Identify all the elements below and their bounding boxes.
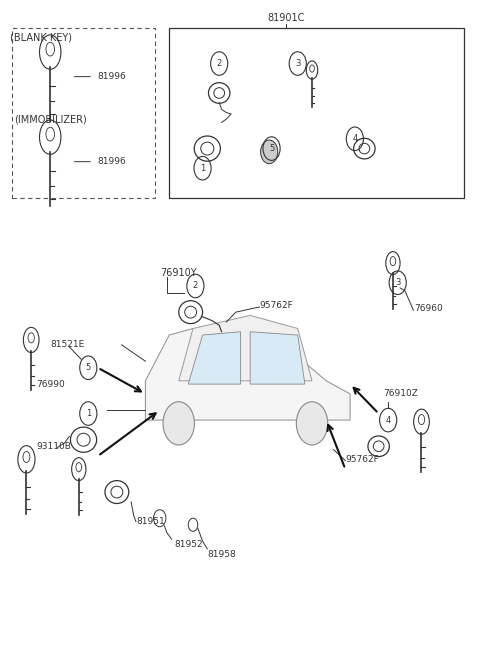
- Circle shape: [261, 140, 278, 164]
- Text: 2: 2: [216, 59, 222, 68]
- Text: 2: 2: [193, 281, 198, 290]
- Text: 1: 1: [86, 409, 91, 418]
- Text: 81996: 81996: [98, 72, 127, 81]
- Text: 1: 1: [200, 164, 205, 173]
- Polygon shape: [188, 332, 240, 384]
- Text: 81958: 81958: [207, 550, 236, 558]
- Circle shape: [296, 402, 328, 445]
- Text: 95762F: 95762F: [345, 455, 379, 464]
- Text: 76910Z: 76910Z: [384, 390, 418, 398]
- Text: 81952: 81952: [174, 540, 203, 549]
- Polygon shape: [179, 315, 312, 381]
- Text: 76960: 76960: [414, 304, 443, 313]
- Text: 4: 4: [385, 416, 391, 424]
- Text: 81521E: 81521E: [50, 340, 84, 350]
- Text: 76910Y: 76910Y: [160, 268, 196, 278]
- Text: 3: 3: [395, 278, 400, 287]
- Text: 5: 5: [86, 363, 91, 373]
- Text: 95762F: 95762F: [260, 301, 293, 310]
- Text: 81951: 81951: [136, 517, 165, 526]
- Text: 93110B: 93110B: [36, 442, 71, 451]
- Text: 81901C: 81901C: [267, 13, 304, 24]
- Text: 4: 4: [352, 134, 358, 143]
- Polygon shape: [250, 332, 305, 384]
- Circle shape: [163, 402, 194, 445]
- Text: 5: 5: [269, 144, 274, 153]
- Text: 81996: 81996: [98, 157, 127, 166]
- Text: (IMMOBILIZER): (IMMOBILIZER): [14, 114, 86, 124]
- Polygon shape: [145, 328, 350, 420]
- Text: 3: 3: [295, 59, 300, 68]
- Text: 76990: 76990: [36, 380, 65, 388]
- Text: (BLANK KEY): (BLANK KEY): [10, 32, 72, 42]
